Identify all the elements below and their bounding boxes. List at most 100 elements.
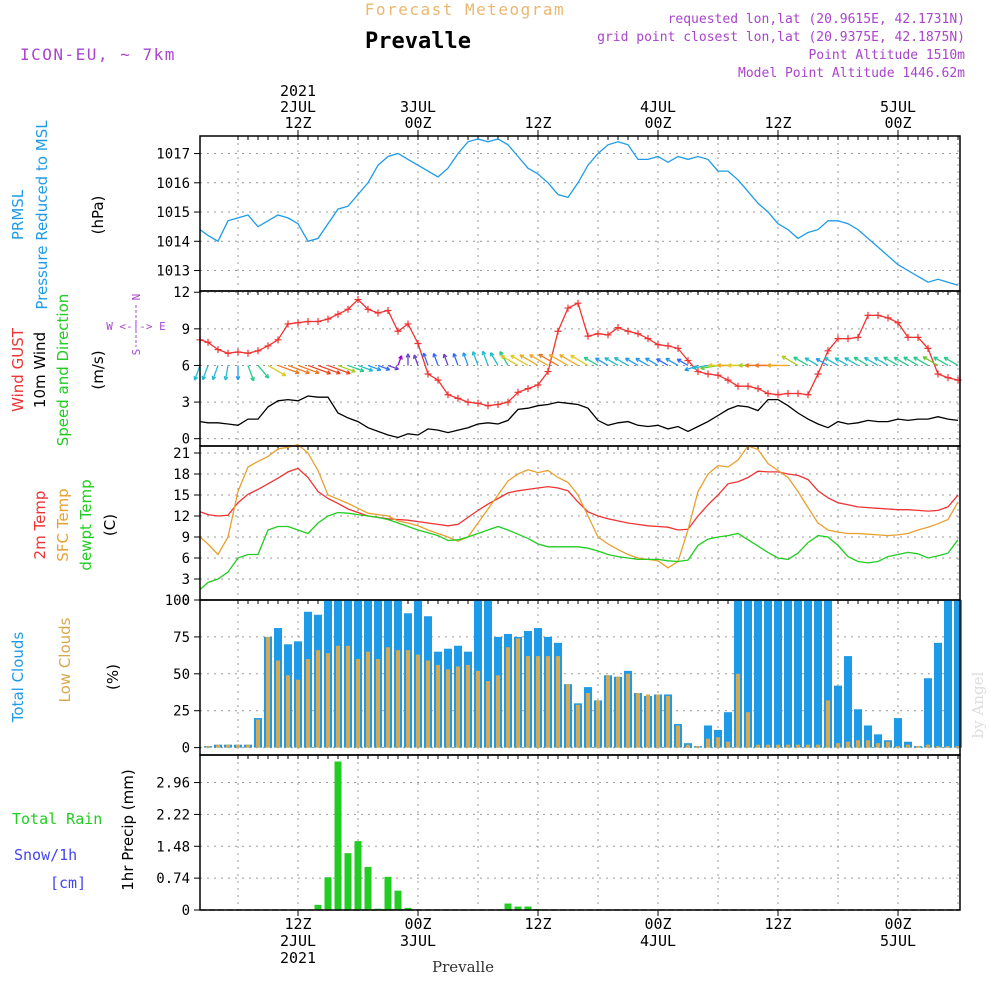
wind-direction-arrow: [433, 353, 439, 366]
ytick-label: 100: [165, 593, 190, 609]
low-clouds-bar: [706, 738, 710, 748]
wind-arrow-head: [223, 376, 229, 381]
rain-bar: [364, 866, 372, 910]
gust-point-marker: [564, 304, 572, 312]
wind-arrow-head: [452, 352, 457, 358]
gust-point-marker: [834, 335, 842, 343]
panel-border: [199, 754, 961, 911]
wind-arrow-head: [708, 363, 713, 368]
wind-arrow-head: [471, 351, 477, 356]
wind-direction-arrow: [635, 357, 649, 367]
wind-arrow-head: [368, 367, 374, 372]
low-clouds-bar: [276, 660, 280, 748]
prmsl-label: PRMSL: [9, 189, 27, 240]
wind-arrow-head: [250, 376, 255, 382]
wind-arrow-head: [359, 367, 365, 373]
wind-arrow-head: [264, 373, 270, 379]
total-clouds-bar: [894, 718, 902, 748]
wind-arrow-head: [834, 357, 840, 362]
wind-arrow-head: [815, 357, 821, 363]
wind-direction-arrow: [277, 364, 300, 374]
prmsl-long-label: Pressure Reduced to MSL: [33, 120, 51, 310]
rain-bar: [524, 906, 532, 910]
top-time-label: 00Z: [404, 114, 431, 132]
low-clouds-bar: [716, 737, 720, 748]
ytick-label: 18: [173, 467, 190, 483]
gust-point-marker: [484, 402, 492, 410]
wind-direction-arrow: [287, 364, 310, 374]
gust-point-marker: [924, 344, 932, 352]
low-clouds-bar: [286, 675, 290, 748]
wind-arrow-head: [529, 354, 534, 359]
wind-direction-arrow: [625, 357, 639, 367]
total-clouds-bar: [704, 725, 712, 748]
gust-point-marker: [674, 344, 682, 352]
low-clouds-bar: [846, 741, 850, 748]
wind-arrow-head: [510, 354, 515, 360]
snow-label: Snow/1h: [14, 846, 77, 864]
wind-arrow-head: [432, 352, 437, 358]
sfc-label: SFC Temp: [54, 488, 72, 561]
total-clouds-bar: [944, 600, 952, 748]
ytick-label: 6: [182, 358, 190, 374]
wind-arrow-head: [624, 357, 630, 362]
gust-point-marker: [634, 330, 642, 338]
top-time-label: 2021: [280, 82, 316, 100]
gust-point-marker: [684, 357, 692, 365]
gust-point-marker: [804, 391, 812, 399]
wind-direction-arrow: [583, 356, 599, 367]
low-clouds-bar: [726, 741, 730, 748]
wind-arrow-head: [398, 355, 403, 360]
panel-3: 0 3 6 9 12 15 18 21: [173, 443, 961, 609]
ytick-label: 6: [182, 551, 190, 567]
wind-direction-arrow: [645, 357, 659, 367]
ytick-label: 1016: [156, 176, 190, 192]
bottom-time-label: 00Z: [644, 915, 671, 933]
wind-direction-arrow: [903, 356, 919, 367]
wind-arrow-head: [376, 366, 382, 372]
low-clouds-bar: [696, 746, 700, 748]
ytick-label: 2.22: [156, 807, 190, 823]
total-clouds-label: Total Clouds: [9, 632, 27, 724]
low-clouds-bar: [866, 740, 870, 748]
gust-point-marker: [734, 382, 742, 390]
wind-direction-arrow: [297, 364, 320, 374]
ytick-label: 9: [182, 530, 190, 546]
gust-point-marker: [694, 368, 702, 376]
low-clouds-bar: [316, 650, 320, 748]
wind-direction-arrow: [224, 365, 229, 381]
bottom-time-label: 4JUL: [640, 932, 676, 950]
total-clouds-bar: [804, 600, 812, 748]
wind-direction-arrow: [453, 353, 459, 366]
ytick-label: 3: [182, 572, 190, 588]
gust-point-marker: [754, 385, 762, 393]
low-clouds-bar: [306, 659, 310, 748]
low-clouds-bar: [396, 650, 400, 748]
gust-point-marker: [304, 318, 312, 326]
top-time-label: 12Z: [524, 114, 551, 132]
wind-arrow-head: [676, 358, 682, 363]
gust-point-marker: [504, 398, 512, 406]
wind-direction-arrow: [387, 364, 399, 370]
wind-direction-arrow: [490, 352, 499, 366]
gust-point-marker: [364, 305, 372, 313]
t2m-label: 2m Temp: [31, 491, 49, 560]
gust-point-marker: [324, 315, 332, 323]
wind-direction-arrow: [692, 364, 709, 369]
gust-point-marker: [914, 333, 922, 341]
low-clouds-bar: [536, 656, 540, 748]
low-clouds-bar: [236, 744, 240, 748]
ytick-label: 9: [182, 322, 190, 338]
ytick-label: 21: [173, 446, 190, 462]
low-clouds-bar: [476, 670, 480, 748]
gust-point-marker: [794, 390, 802, 398]
wind-direction-arrow: [874, 357, 889, 367]
panel-2: 0 3 6 9 12: [173, 285, 962, 448]
ytick-label: 0: [182, 432, 190, 448]
gust-point-marker: [464, 398, 472, 406]
gust-point-marker: [404, 320, 412, 328]
gust-point-marker: [814, 370, 822, 378]
wind-direction-arrow: [367, 364, 382, 371]
gust-point-marker: [704, 370, 712, 378]
wind-direction-arrow: [676, 358, 689, 367]
